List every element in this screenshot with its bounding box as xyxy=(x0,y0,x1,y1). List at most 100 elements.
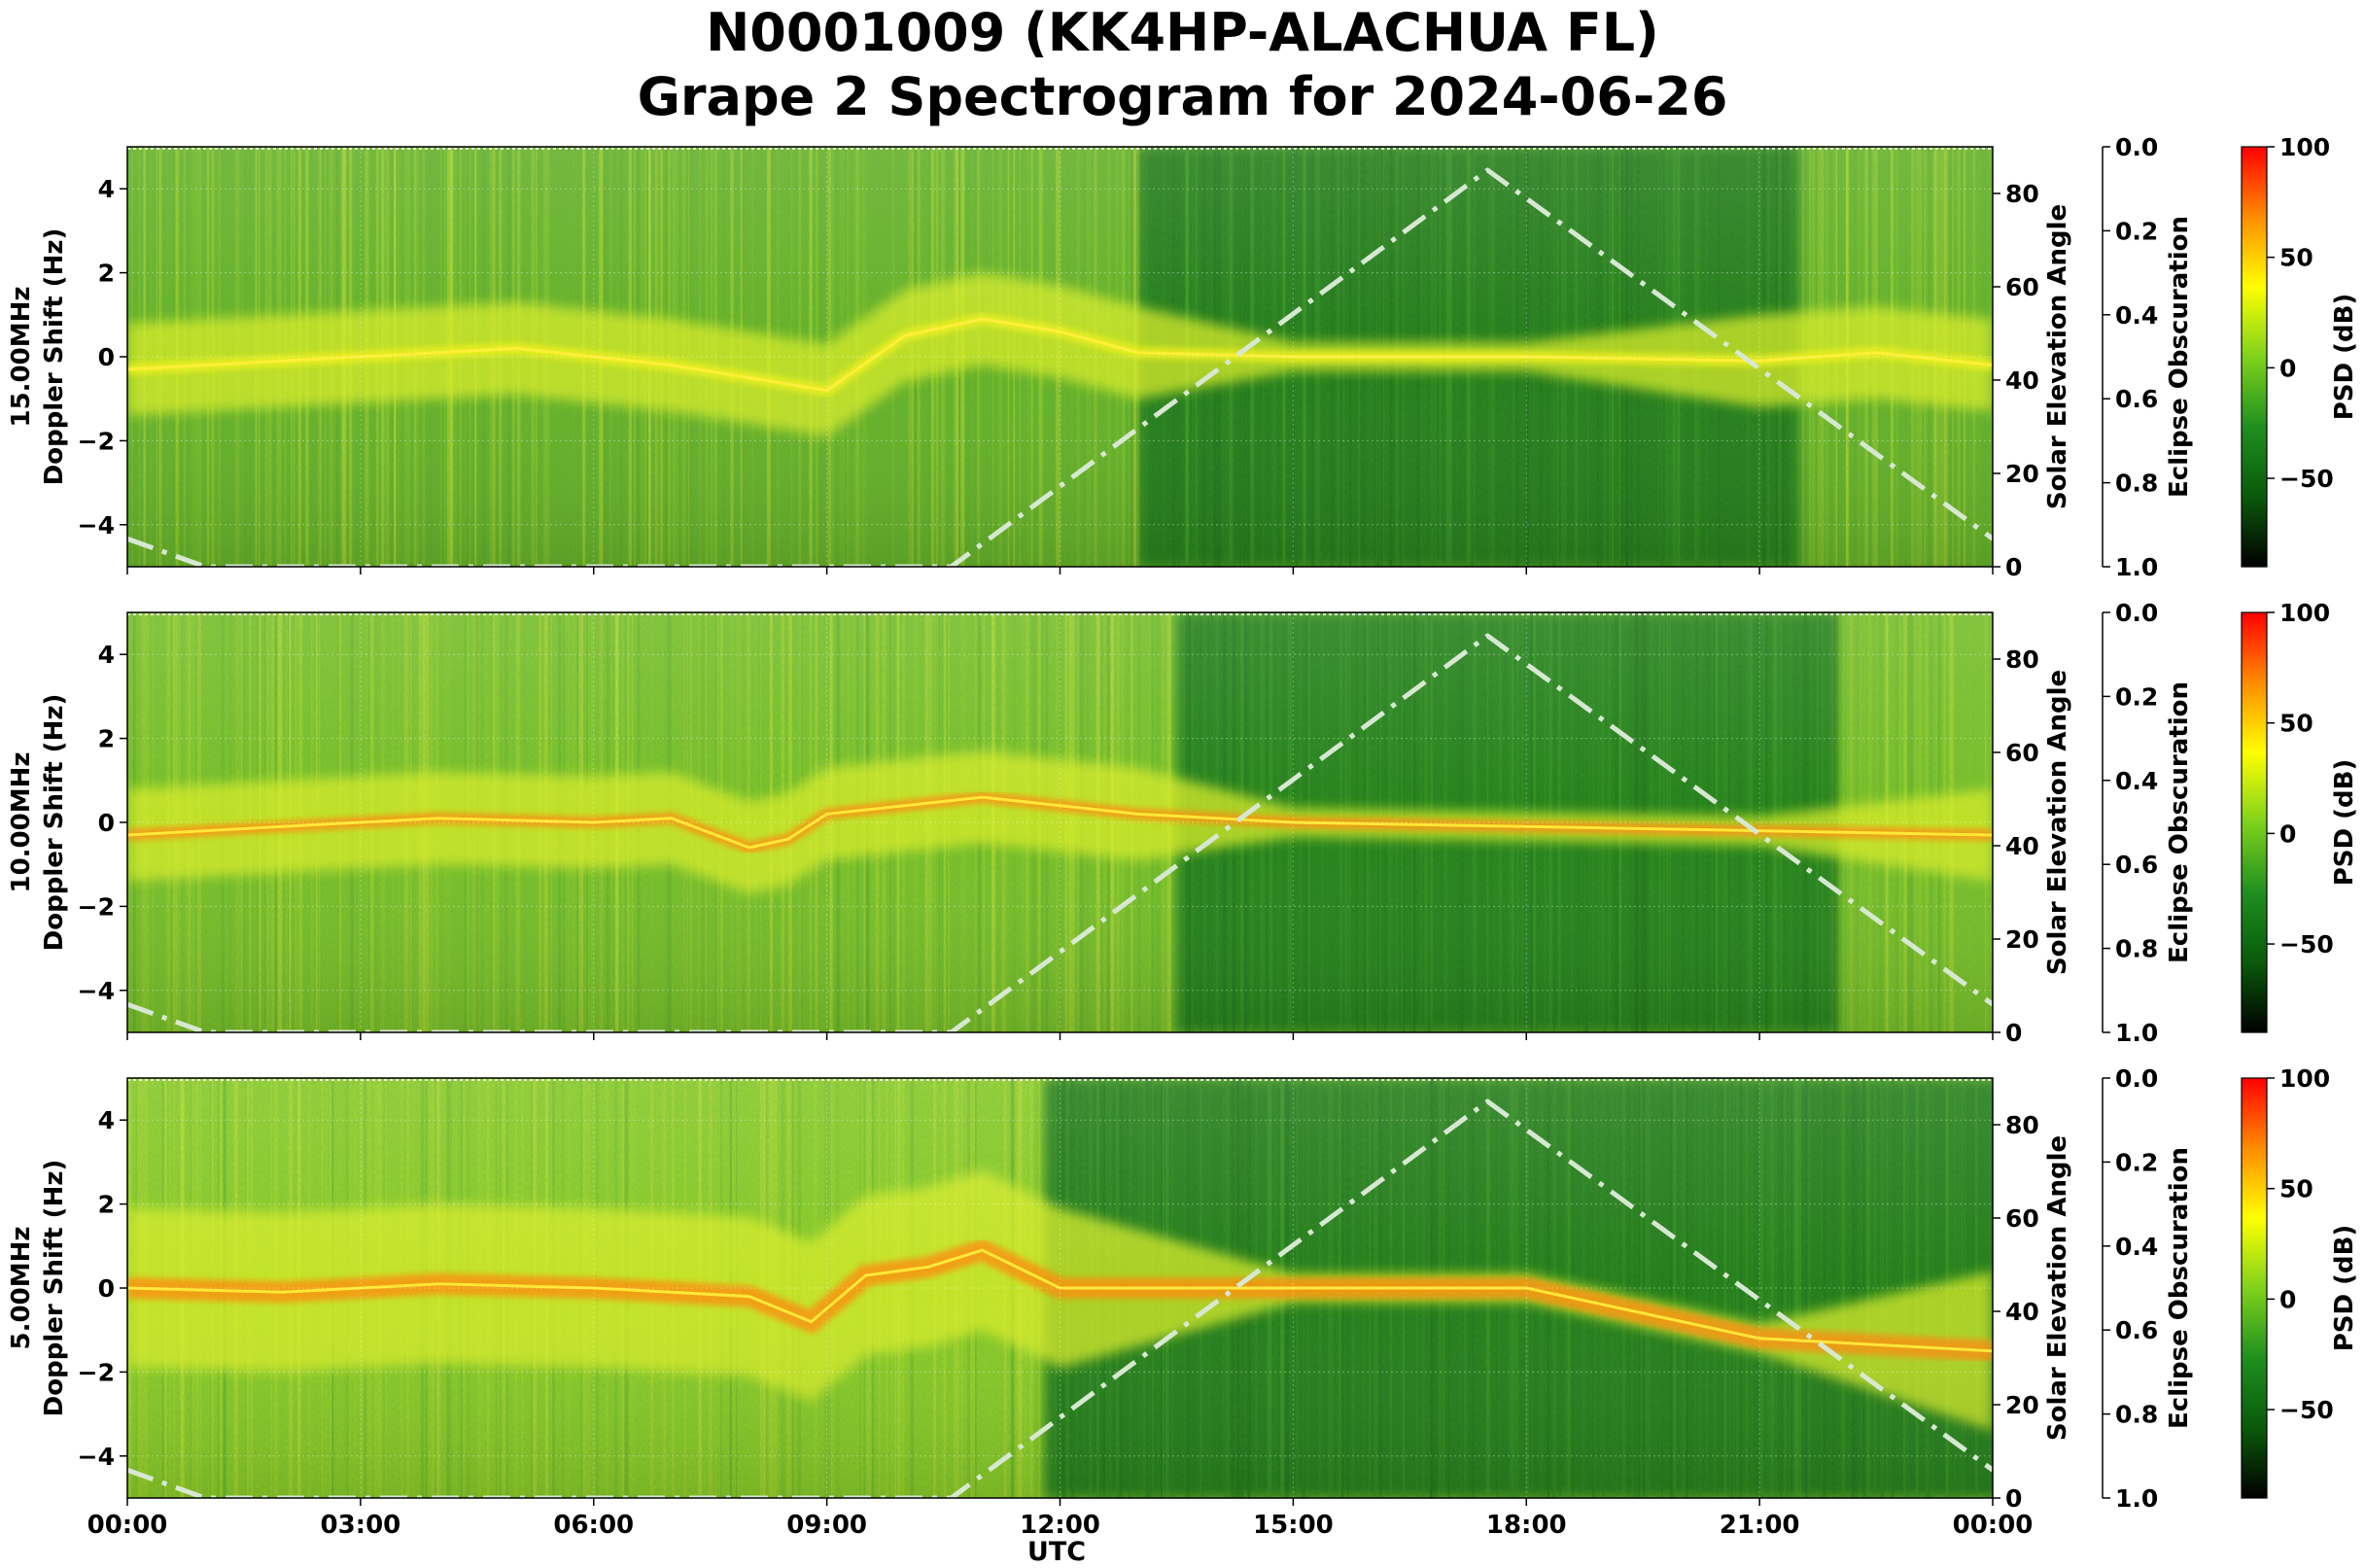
spectrogram-panel-10.00MHz: 420−2−410.00MHz Doppler Shift (Hz)0204060… xyxy=(7,599,2359,1047)
y2-tick-label: 80 xyxy=(2005,180,2039,208)
spectrogram-image xyxy=(127,1078,1993,1498)
y3-axis-label: Eclipse Obscuration xyxy=(2165,681,2194,963)
colorbar-tick-label: 100 xyxy=(2279,599,2330,627)
x-tick-label: 21:00 xyxy=(1720,1511,1800,1540)
colorbar xyxy=(2241,146,2268,568)
y3-tick-label: 0.6 xyxy=(2115,851,2158,879)
y-axis-label: Doppler Shift (Hz) xyxy=(40,1160,69,1417)
x-tick-label: 15:00 xyxy=(1253,1511,1334,1540)
y-tick-label: 2 xyxy=(98,1191,115,1219)
y3-tick-label: 0.0 xyxy=(2115,133,2158,161)
x-tick-label: 12:00 xyxy=(1020,1511,1100,1540)
y-axis-label: Doppler Shift (Hz) xyxy=(40,694,69,952)
y3-tick-label: 0.8 xyxy=(2115,470,2158,498)
y3-tick-label: 0.2 xyxy=(2115,1148,2158,1176)
colorbar-tick-label: 0 xyxy=(2279,1285,2296,1313)
y3-tick-label: 0.0 xyxy=(2115,1064,2158,1093)
colorbar-tick-label: 0 xyxy=(2279,354,2296,382)
panels-layer: 420−2−415.00MHz Doppler Shift (Hz)0204060… xyxy=(7,133,2359,1540)
y2-tick-label: 20 xyxy=(2005,1391,2039,1419)
y-tick-label: −2 xyxy=(78,892,115,921)
x-tick-label: 00:00 xyxy=(1953,1511,2034,1540)
y-tick-label: −4 xyxy=(78,977,115,1005)
y3-tick-label: 0.8 xyxy=(2115,935,2158,963)
y2-tick-label: 80 xyxy=(2005,1111,2039,1139)
colorbar-tick-label: −50 xyxy=(2279,930,2334,958)
panel-frequency-label: 10.00MHz xyxy=(7,751,36,892)
solar-elevation-curve xyxy=(127,167,1993,567)
y2-tick-label: 80 xyxy=(2005,645,2039,674)
y-tick-label: −4 xyxy=(78,511,115,540)
y2-tick-label: 60 xyxy=(2005,1204,2039,1233)
y-tick-label: 2 xyxy=(98,725,115,753)
y3-tick-label: 0.4 xyxy=(2115,767,2158,795)
colorbar-label: PSD (dB) xyxy=(2330,1225,2359,1352)
y2-tick-label: 20 xyxy=(2005,460,2039,488)
y2-tick-label: 40 xyxy=(2005,366,2039,395)
y-tick-label: 2 xyxy=(98,260,115,288)
y2-tick-label: 60 xyxy=(2005,739,2039,767)
colorbar-tick-label: −50 xyxy=(2279,1396,2334,1424)
x-tick-label: 09:00 xyxy=(786,1511,867,1540)
y-tick-label: 4 xyxy=(98,175,115,203)
y-tick-label: 0 xyxy=(98,343,115,371)
colorbar-tick-label: 50 xyxy=(2279,1175,2313,1203)
x-tick-label: 03:00 xyxy=(320,1511,400,1540)
chart-subtitle: Grape 2 Spectrogram for 2024-06-26 xyxy=(637,66,1728,127)
y-tick-label: −4 xyxy=(78,1443,115,1471)
y2-tick-label: 40 xyxy=(2005,832,2039,860)
colorbar-tick-label: 100 xyxy=(2279,1064,2330,1093)
y-tick-label: −2 xyxy=(78,427,115,455)
colorbar-tick-label: 50 xyxy=(2279,244,2313,272)
y2-tick-label: 0 xyxy=(2005,553,2022,581)
y2-tick-label: 20 xyxy=(2005,925,2039,954)
y2-axis-label: Solar Elevation Angle xyxy=(2043,1135,2072,1441)
x-axis-label: UTC xyxy=(1027,1537,1086,1567)
y-tick-label: 4 xyxy=(98,1106,115,1134)
y3-tick-label: 1.0 xyxy=(2115,1019,2158,1047)
y3-tick-label: 1.0 xyxy=(2115,553,2158,581)
y3-tick-label: 0.0 xyxy=(2115,599,2158,627)
colorbar xyxy=(2241,611,2268,1033)
colorbar-tick-label: 100 xyxy=(2279,133,2330,161)
colorbar-tick-label: 0 xyxy=(2279,819,2296,848)
y2-tick-label: 60 xyxy=(2005,273,2039,301)
spectrogram-panel-15.00MHz: 420−2−415.00MHz Doppler Shift (Hz)0204060… xyxy=(7,133,2359,581)
chart-title: N0001009 (KK4HP-ALACHUA FL) xyxy=(706,2,1659,63)
y-tick-label: 0 xyxy=(98,1274,115,1303)
y3-tick-label: 0.4 xyxy=(2115,301,2158,330)
y2-axis-label: Solar Elevation Angle xyxy=(2043,204,2072,509)
y3-tick-label: 0.2 xyxy=(2115,682,2158,711)
spectrogram-image xyxy=(127,612,1993,1032)
y3-tick-label: 0.2 xyxy=(2115,217,2158,245)
panel-frequency-label: 15.00MHz xyxy=(7,286,36,427)
y3-tick-label: 0.6 xyxy=(2115,1316,2158,1344)
y3-tick-label: 0.4 xyxy=(2115,1233,2158,1261)
spectrogram-panel-5.00MHz: 420−2−45.00MHz Doppler Shift (Hz)02040608… xyxy=(7,1064,2359,1540)
panel-frequency-label: 5.00MHz xyxy=(7,1227,36,1350)
y2-tick-label: 40 xyxy=(2005,1298,2039,1326)
y-tick-label: 4 xyxy=(98,641,115,669)
y-tick-label: −2 xyxy=(78,1358,115,1386)
y3-tick-label: 0.6 xyxy=(2115,385,2158,413)
colorbar-label: PSD (dB) xyxy=(2330,759,2359,887)
solar-elevation-curve xyxy=(127,633,1993,1032)
colorbar-label: PSD (dB) xyxy=(2330,294,2359,421)
x-tick-label: 06:00 xyxy=(553,1511,634,1540)
colorbar-tick-label: 50 xyxy=(2279,710,2313,738)
y3-tick-label: 1.0 xyxy=(2115,1484,2158,1513)
y3-axis-label: Eclipse Obscuration xyxy=(2165,1147,2194,1429)
y3-tick-label: 0.8 xyxy=(2115,1401,2158,1429)
colorbar-tick-label: −50 xyxy=(2279,465,2334,493)
spectrogram-image xyxy=(127,147,1993,567)
y2-tick-label: 0 xyxy=(2005,1484,2022,1513)
solar-elevation-curve xyxy=(127,1098,1993,1498)
y-axis-label: Doppler Shift (Hz) xyxy=(40,228,69,486)
y-tick-label: 0 xyxy=(98,809,115,837)
y3-axis-label: Eclipse Obscuration xyxy=(2165,216,2194,498)
colorbar xyxy=(2241,1077,2268,1499)
x-tick-label: 00:00 xyxy=(87,1511,168,1540)
y2-tick-label: 0 xyxy=(2005,1019,2022,1047)
x-tick-label: 18:00 xyxy=(1486,1511,1567,1540)
